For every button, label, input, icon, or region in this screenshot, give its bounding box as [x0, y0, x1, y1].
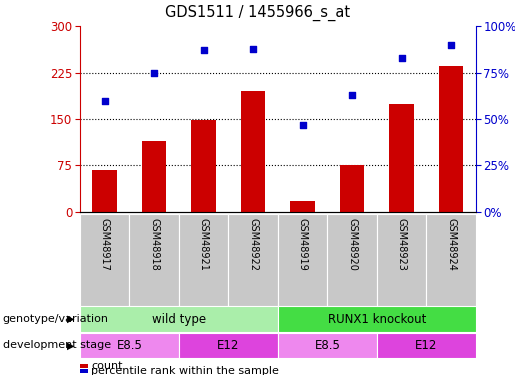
Bar [129, 214, 179, 306]
Bar [377, 333, 476, 358]
Bar [278, 214, 328, 306]
Text: genotype/variation: genotype/variation [3, 314, 109, 324]
Point [299, 122, 307, 128]
Text: wild type: wild type [152, 313, 206, 326]
Bar [92, 170, 117, 212]
Text: E8.5: E8.5 [315, 339, 340, 352]
Bar [241, 91, 265, 212]
Text: GSM48919: GSM48919 [298, 218, 307, 271]
Text: ▶: ▶ [67, 340, 75, 350]
Point [348, 92, 356, 98]
Text: GSM48923: GSM48923 [397, 218, 407, 271]
Bar [179, 214, 228, 306]
Bar [328, 214, 377, 306]
Text: GSM48917: GSM48917 [99, 218, 110, 271]
Text: E8.5: E8.5 [116, 339, 142, 352]
Text: E12: E12 [415, 339, 438, 352]
Text: GSM48918: GSM48918 [149, 218, 159, 271]
Point [447, 42, 455, 48]
Text: percentile rank within the sample: percentile rank within the sample [91, 366, 279, 375]
Bar [80, 306, 278, 332]
Text: development stage: development stage [3, 340, 111, 350]
Text: count: count [91, 362, 123, 371]
Text: RUNX1 knockout: RUNX1 knockout [328, 313, 426, 326]
Bar [191, 120, 216, 212]
Bar [439, 66, 464, 212]
Bar [426, 214, 476, 306]
Point [100, 98, 109, 104]
Bar [228, 214, 278, 306]
Text: ▶: ▶ [67, 314, 75, 324]
Text: GSM48921: GSM48921 [199, 218, 209, 271]
Point [150, 70, 158, 76]
Bar [278, 333, 377, 358]
Bar [142, 141, 166, 212]
Text: GSM48922: GSM48922 [248, 218, 258, 272]
Text: GSM48920: GSM48920 [347, 218, 357, 271]
Bar [80, 333, 179, 358]
Point [249, 45, 257, 51]
Bar [80, 214, 129, 306]
Text: E12: E12 [217, 339, 239, 352]
Point [398, 55, 406, 61]
Bar [290, 201, 315, 212]
Bar [377, 214, 426, 306]
Text: GSM48924: GSM48924 [446, 218, 456, 271]
Bar [340, 165, 365, 212]
Point [199, 47, 208, 53]
Bar [179, 333, 278, 358]
Bar [278, 306, 476, 332]
Text: GDS1511 / 1455966_s_at: GDS1511 / 1455966_s_at [165, 5, 350, 21]
Bar [389, 104, 414, 212]
